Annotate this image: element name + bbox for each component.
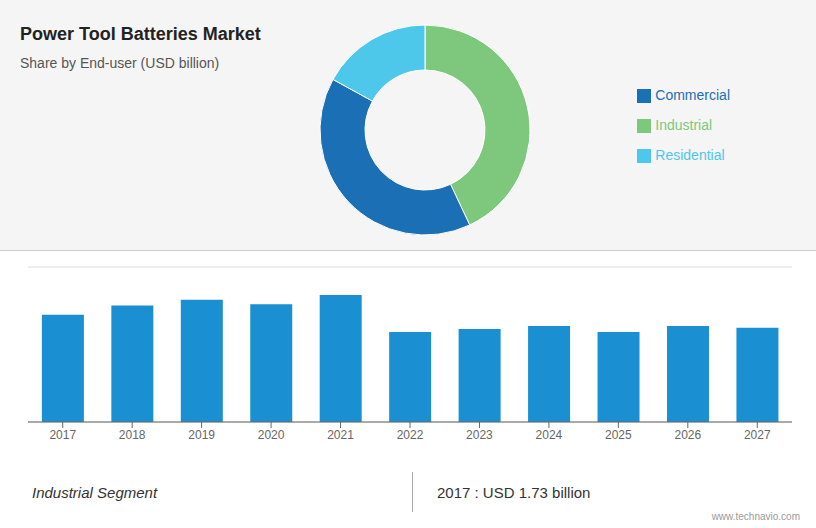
html-text:Power Tool Batteries Market: Power Tool Batteries Market xyxy=(20,24,261,44)
html-text:Share by End-user (USD billion: Share by End-user (USD billion) xyxy=(20,55,220,71)
svg-text:2021: 2021 xyxy=(327,428,354,442)
svg-text:2025: 2025 xyxy=(605,428,632,442)
html-text:Industrial: Industrial xyxy=(655,117,713,133)
svg-text:2017: 2017 xyxy=(49,428,76,442)
html-text:2017 : USD 1.73 billion: 2017 : USD 1.73 billion xyxy=(437,483,591,501)
html-text:www.technavio.com: www.technavio.com xyxy=(711,511,800,522)
html-text:Commercial: Commercial xyxy=(655,87,730,103)
svg-text:2018: 2018 xyxy=(119,428,146,442)
svg-text:2022: 2022 xyxy=(397,428,424,442)
svg-text:2020: 2020 xyxy=(258,428,285,442)
svg-text:2019: 2019 xyxy=(188,428,215,442)
html-text:Industrial Segment: Industrial Segment xyxy=(32,483,158,501)
svg-text:2023: 2023 xyxy=(466,428,493,442)
svg-text:2026: 2026 xyxy=(674,428,701,442)
html-text:Residential: Residential xyxy=(655,147,725,163)
svg-text:2024: 2024 xyxy=(536,428,563,442)
svg-text:2027: 2027 xyxy=(744,428,771,442)
